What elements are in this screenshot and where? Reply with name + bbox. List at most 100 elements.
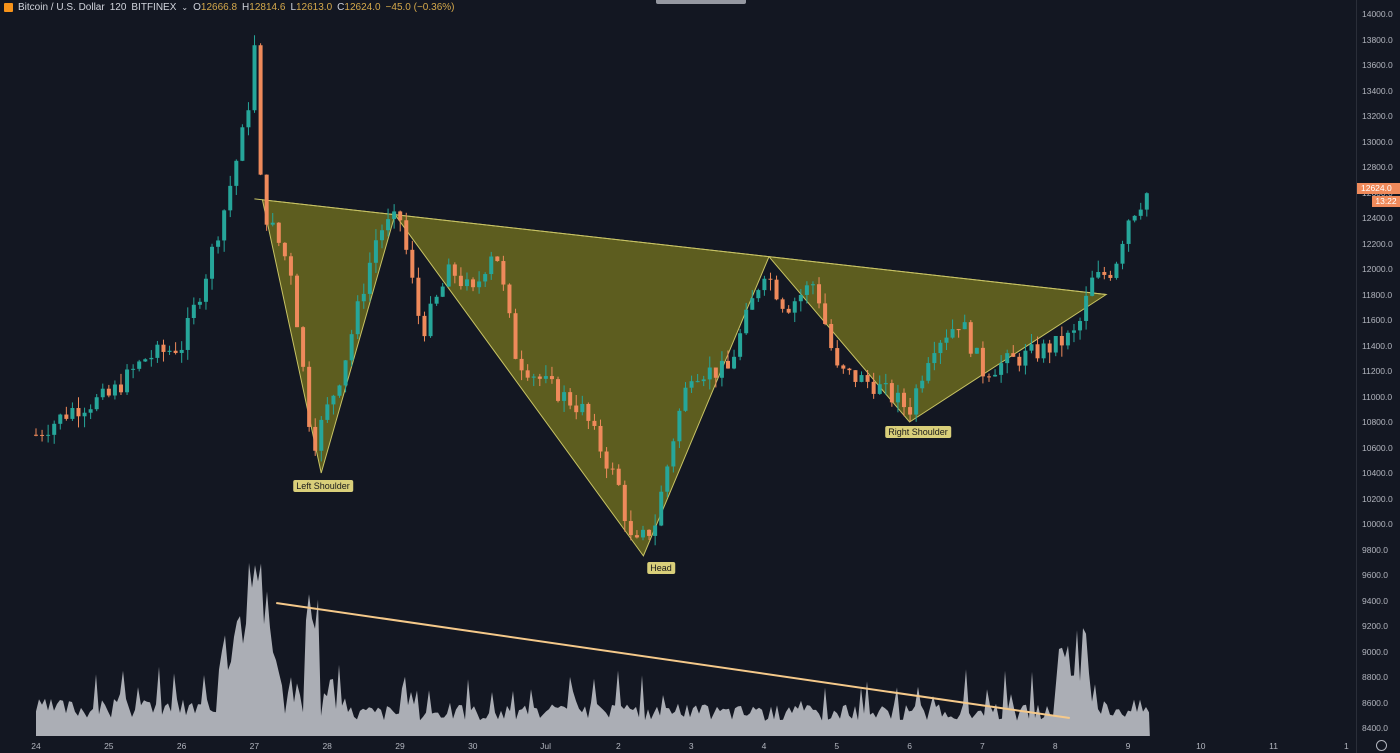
candle-body [131,368,136,370]
candlestick-series [34,35,1149,546]
candle-body [440,286,445,297]
candle-body [944,337,949,343]
price-tick-label: 8800.0 [1362,672,1388,682]
gear-icon[interactable] [1376,740,1387,751]
candle-body [1126,220,1131,244]
price-axis[interactable] [1356,0,1400,753]
candle-body [604,451,609,469]
candle-body [361,293,366,302]
chevron-down-icon[interactable]: ⌄ [181,2,189,12]
price-tick-label: 12800.0 [1362,162,1393,172]
candle-body [112,384,117,396]
price-tick-label: 12200.0 [1362,238,1393,249]
candle-body [483,274,488,282]
price-tick-label: 10200.0 [1362,493,1393,504]
candle-body [817,284,822,304]
candle-body [82,412,87,417]
candle-body [1090,277,1095,296]
time-tick-label: 11 [1269,741,1279,751]
candle-body [1041,343,1046,359]
price-tick-label: 11600.0 [1362,315,1393,325]
chart-legend[interactable]: Bitcoin / U.S. Dollar 120 BITFINEX ⌄ O12… [4,0,454,14]
candle-body [756,290,761,299]
candle-body [713,367,718,378]
candle-body [823,303,828,324]
candle-body [568,392,573,406]
candle-body [665,466,670,492]
candle-body [647,529,652,536]
candle-body [1005,353,1010,364]
candle-body [1096,272,1101,278]
candle-body [270,222,275,225]
candle-body [938,342,943,354]
price-tick-label: 9800.0 [1362,544,1388,555]
candle-body [343,360,348,386]
candle-body [367,262,372,294]
interval[interactable]: 120 [109,1,127,13]
ohlc-low: L12613.0 [290,1,333,13]
time-tick-label: 5 [834,741,840,751]
volume-trendline [276,602,1070,719]
candle-body [744,309,749,334]
candle-body [689,381,694,388]
candle-body [252,45,257,111]
neckline [254,198,1107,295]
candle-body [471,279,476,288]
candle-body [1059,335,1064,346]
candle-body [549,376,554,380]
candle-body [228,185,233,211]
candle-body [507,284,512,314]
candle-body [519,358,524,371]
candle-body [325,404,330,420]
time-tick-label: 2 [616,741,621,751]
candle-body [118,384,123,393]
time-tick-label: Jul [540,741,552,751]
candle-body [622,484,627,522]
candle-body [258,45,263,175]
candle-body [556,379,561,401]
candle-body [464,279,469,287]
candle-body [580,403,585,413]
candle-body [804,285,809,295]
candle-body [871,381,876,394]
symbol-name[interactable]: Bitcoin / U.S. Dollar [18,1,105,13]
candle-body [707,367,712,380]
candle-body [574,405,579,413]
time-tick-label: 1 [1344,741,1349,751]
candle-body [179,349,184,353]
candle-body [1084,295,1089,321]
candle-body [774,279,779,300]
candle-body [810,284,815,286]
volume-area [36,562,1150,736]
time-tick-label: 9 [1125,741,1131,751]
candle-body [993,374,998,377]
time-tick-label: 4 [761,741,767,751]
candle-body [349,334,354,361]
head-area [393,214,770,557]
candle-body [404,220,409,250]
candle-body [64,414,69,419]
candle-body [234,160,239,186]
price-change: −45.0 (−0.36%) [385,1,455,13]
candle-body [738,333,743,357]
candle-body [331,395,336,405]
candle-body [70,408,75,419]
candle-body [889,383,894,403]
candle-body [264,174,269,225]
price-tick-label: 10400.0 [1362,468,1393,478]
candle-body [980,347,985,377]
ohlc-close: C12624.0 [337,1,381,13]
candle-body [962,322,967,330]
pane-drag-handle[interactable] [656,0,746,4]
candle-body [143,359,148,362]
volume-series [36,562,1150,736]
candle-body [798,294,803,302]
price-tick-label: 12000.0 [1362,264,1393,274]
candle-body [677,410,682,442]
price-tick-label: 8600.0 [1362,697,1388,708]
time-tick-label: 26 [176,741,187,751]
candle-body [659,491,664,526]
candle-body [337,385,342,396]
exchange[interactable]: BITFINEX [131,1,177,13]
